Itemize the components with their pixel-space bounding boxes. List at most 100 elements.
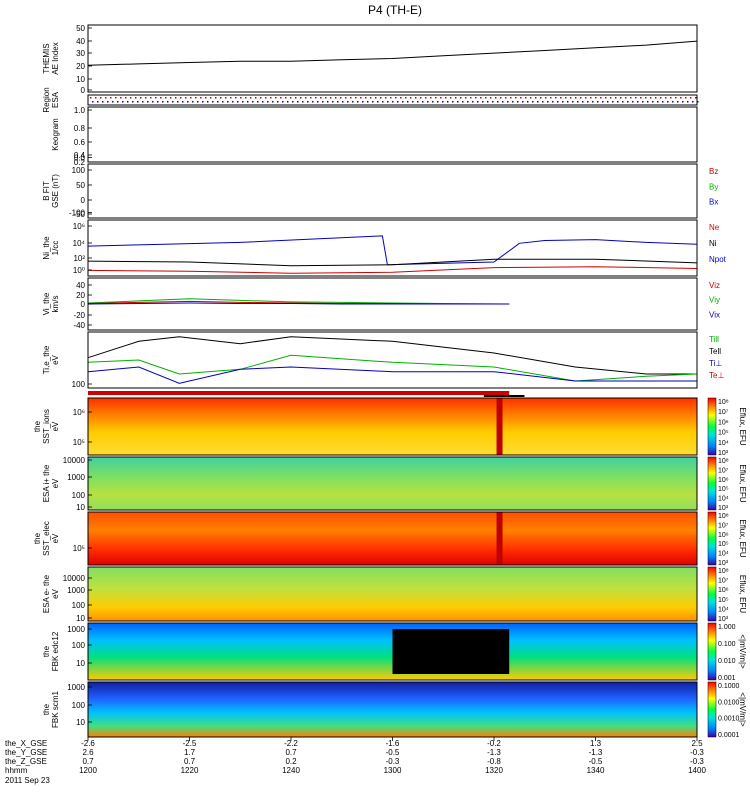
region-marker-mode: [692, 101, 694, 103]
region-marker-esa: [430, 97, 432, 99]
region-marker-esa: [400, 97, 402, 99]
region-marker-esa: [465, 97, 467, 99]
esa_elec-ylabel: ESA e- the: [42, 574, 51, 613]
panel-ae: 50 40 30 20 10 0 THEMIS AE Index: [42, 24, 698, 95]
esa_elec-colorbar-tick: 10⁸: [718, 568, 729, 575]
ae-ytick-label: 10: [76, 75, 85, 84]
region-marker-esa: [510, 97, 512, 99]
region-marker-mode: [257, 101, 259, 103]
ae-ytick-label: 40: [76, 37, 85, 46]
ephemeris-value: -0.5: [386, 748, 400, 757]
region-marker-mode: [237, 101, 239, 103]
ephemeris-value: -0.3: [690, 757, 704, 766]
region-marker-mode: [347, 101, 349, 103]
esa_elec-frame: [87, 566, 698, 622]
region-marker-esa: [120, 97, 122, 99]
fbk_scm1-colorbar-tick: 0.0010: [718, 716, 740, 723]
region-marker-esa: [435, 97, 437, 99]
region-marker-mode: [602, 101, 604, 103]
region-marker-esa: [615, 97, 617, 99]
region-marker-esa: [360, 97, 362, 99]
region-marker-esa: [90, 97, 92, 99]
ephemeris-value: 1320: [485, 766, 503, 775]
region-marker-mode: [222, 101, 224, 103]
region-marker-mode: [352, 101, 354, 103]
fbk_edc12-colorbar: [707, 622, 717, 681]
panel-fbk_edc12: 1.000 0.100 0.010 0.001<|mV/m|> 1000 100 10 the…: [42, 622, 747, 682]
sst_ions-colorbar-label: Eflux, EFU: [738, 407, 747, 445]
esa_elec-colorbar-tick: 10⁷: [718, 578, 729, 585]
ae-ylabel: THEMIS: [42, 43, 51, 73]
esa_elec-colorbar-tick: 10³: [718, 616, 729, 623]
region-marker-mode: [357, 101, 359, 103]
region-marker-mode: [307, 101, 309, 103]
region-marker-esa: [390, 97, 392, 99]
region-ylabel: Region: [42, 87, 51, 112]
region-marker-mode: [262, 101, 264, 103]
region-marker-mode: [152, 101, 154, 103]
esa_elec-colorbar-tick: 10⁵: [718, 597, 729, 604]
esa_ions-colorbar-label: Eflux, EFU: [738, 464, 747, 502]
region-marker-esa: [525, 97, 527, 99]
region-marker-mode: [452, 101, 454, 103]
region-marker-mode: [522, 101, 524, 103]
region-marker-esa: [620, 97, 622, 99]
region-marker-mode: [132, 101, 134, 103]
region-marker-esa: [490, 97, 492, 99]
esa_elec-ytick-label: 100: [72, 601, 86, 610]
region-marker-esa: [650, 97, 652, 99]
mode-bar-fast: [88, 391, 510, 395]
region-marker-mode: [202, 101, 204, 103]
region-marker-mode: [142, 101, 144, 103]
sst_elec-colorbar-tick: 10³: [718, 560, 729, 567]
ephemeris-value: -0.5: [589, 757, 603, 766]
sst_ions-frame: [87, 397, 698, 456]
ephemeris-value: 0.7: [82, 757, 94, 766]
ephemeris-value: -0.8: [487, 757, 501, 766]
region-marker-esa: [260, 97, 262, 99]
region-marker-mode: [647, 101, 649, 103]
region-marker-mode: [427, 101, 429, 103]
region-marker-mode: [447, 101, 449, 103]
ni-legend-entry: Ni: [709, 239, 717, 248]
region-marker-esa: [665, 97, 667, 99]
bfit-ylabel: GSE (nT): [51, 174, 60, 208]
region-marker-esa: [470, 97, 472, 99]
vi-ytick-label: 0: [81, 300, 86, 309]
region-marker-esa: [595, 97, 597, 99]
region-marker-mode: [552, 101, 554, 103]
esa_elec-colorbar-label: Eflux, EFU: [738, 575, 747, 613]
region-marker-esa: [365, 97, 367, 99]
ti-ytick-label: 100: [72, 380, 86, 389]
region-marker-esa: [485, 97, 487, 99]
panel-esa_ions: 10⁸ 10⁷ 10⁶ 10⁵ 10⁴ 10³ Eflux, EFU 10000 1000 100…: [42, 456, 747, 512]
region-marker-esa: [385, 97, 387, 99]
sst_ions-colorbar: [707, 397, 717, 456]
keogram-ytick-label: 0.8: [74, 124, 86, 133]
region-marker-esa: [330, 97, 332, 99]
region-marker-mode: [627, 101, 629, 103]
esa_ions-ylabel: ESA i+ the: [42, 464, 51, 502]
region-marker-mode: [412, 101, 414, 103]
fbk_edc12-ylabel: FBK edc12: [51, 631, 60, 671]
ni-ytick-label: 10⁶: [73, 222, 85, 231]
region-marker-esa: [225, 97, 227, 99]
region-marker-mode: [487, 101, 489, 103]
esa_elec-ytick-label: 1000: [67, 586, 85, 595]
sst_ions-colorbar-tick: 10⁶: [718, 419, 729, 426]
ti-ylabel: Ti,e_the: [42, 345, 51, 374]
ti-series-line: [87, 336, 697, 375]
region-marker-esa: [460, 97, 462, 99]
region-marker-esa: [500, 97, 502, 99]
region-marker-mode: [372, 101, 374, 103]
region-marker-esa: [425, 97, 427, 99]
region-marker-mode: [277, 101, 279, 103]
region-marker-esa: [195, 97, 197, 99]
date-label: 2011 Sep 23: [5, 776, 50, 785]
esa_elec-colorbar: [707, 566, 717, 622]
ephemeris-value: -1.6: [386, 739, 400, 748]
region-marker-esa: [395, 97, 397, 99]
region-marker-mode: [92, 101, 94, 103]
region-marker-mode: [397, 101, 399, 103]
